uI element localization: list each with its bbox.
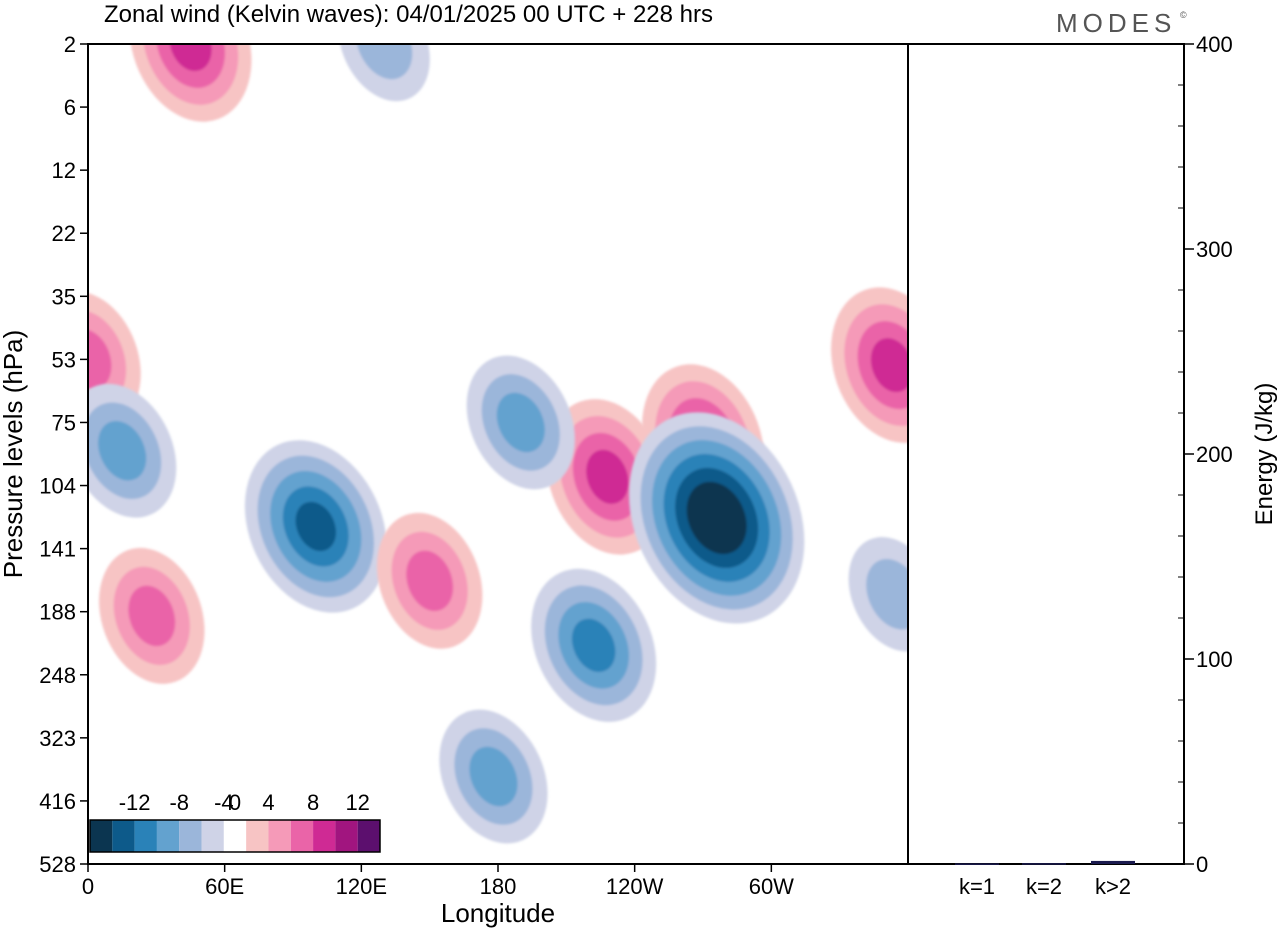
longitude-axis: 0 60E 120E 180 120W 60W: [82, 864, 794, 899]
energy-panel: 0 100 200 300 400 k=1 k=2 k>2 Energy (J/kg): [907, 32, 1278, 899]
colorbar-frame: [89, 819, 381, 853]
pressure-tick-label: 141: [39, 537, 76, 562]
colorbar-swatch: [357, 820, 380, 852]
longitude-tick-label: 0: [82, 874, 94, 899]
colorbar-label: 12: [345, 790, 369, 815]
colorbar-swatch: [179, 820, 202, 852]
energy-bar: [1091, 860, 1135, 864]
wind-contour: [406, 550, 454, 612]
colorbar-label: 8: [307, 790, 319, 815]
wind-contour: [571, 618, 616, 672]
pressure-axis: 2 6 12 22 35 53 75 104 141 188 248 323 416 528: [39, 32, 88, 877]
pressure-tick-label: 323: [39, 726, 76, 751]
colorbar-swatch: [90, 820, 113, 852]
wind-anomaly: [244, 440, 387, 613]
pressure-tick-label: 22: [52, 221, 76, 246]
energy-bar: [955, 863, 999, 865]
pressure-tick-label: 2: [64, 32, 76, 57]
energy-tick-label: 400: [1196, 32, 1233, 57]
colorbar-swatch: [246, 820, 269, 852]
energy-tick-label: 300: [1196, 237, 1233, 262]
colorbar-swatch: [134, 820, 157, 852]
wind-contour: [469, 746, 518, 807]
energy-tick-label: 200: [1196, 442, 1233, 467]
wind-contour: [496, 392, 545, 453]
wind-field: [88, 44, 908, 844]
wind-contour: [156, 44, 225, 88]
colorbar-label: 0: [229, 790, 241, 815]
pressure-tick-label: 35: [52, 284, 76, 309]
wind-contour: [698, 495, 736, 541]
chart-title: Zonal wind (Kelvin waves): 04/01/2025 00…: [104, 1, 713, 28]
wind-contour: [88, 329, 112, 390]
energy-category-label: k=2: [1026, 874, 1062, 899]
energy-bars: [955, 860, 1135, 865]
wind-anomaly: [831, 287, 908, 443]
energy-categories: k=1 k=2 k>2: [959, 874, 1131, 899]
colorbar-swatch: [290, 820, 314, 852]
x-axis-label: Longitude: [441, 898, 555, 928]
pressure-tick-label: 75: [52, 410, 76, 435]
modes-logo-mark: ©: [1180, 10, 1187, 20]
wind-anomaly: [466, 355, 575, 490]
heatmap-panel: 2 6 12 22 35 53 75 104 141 188 248 323 416 528 0 60E 12…: [0, 32, 909, 928]
pressure-tick-label: 528: [39, 852, 76, 877]
energy-category-label: k=1: [959, 874, 995, 899]
longitude-tick-label: 120E: [336, 874, 387, 899]
wind-contour: [98, 421, 147, 481]
colorbar: -12 -8 -40 4 8 12: [89, 790, 381, 853]
energy-tick-label: 0: [1196, 852, 1208, 877]
colorbar-label: -8: [169, 790, 189, 815]
longitude-tick-label: 60E: [205, 874, 244, 899]
wind-anomaly: [848, 537, 908, 652]
energy-tick-label: 100: [1196, 647, 1233, 672]
y-axis-label: Pressure levels (hPa): [0, 330, 28, 579]
colorbar-swatch: [156, 820, 180, 852]
pressure-tick-label: 188: [39, 600, 76, 625]
colorbar-label: 4: [262, 790, 274, 815]
wind-anomaly: [99, 547, 205, 684]
energy-frame: [907, 43, 1185, 865]
colorbar-swatch: [335, 820, 358, 852]
modes-logo: MODES ©: [1056, 8, 1187, 38]
colorbar-label: -12: [119, 790, 151, 815]
colorbar-swatch: [112, 820, 135, 852]
pressure-tick-label: 6: [64, 95, 76, 120]
wind-anomaly: [376, 512, 483, 649]
pressure-tick-label: 12: [52, 158, 76, 183]
wind-contour: [128, 585, 176, 647]
wind-anomaly: [439, 709, 548, 844]
longitude-tick-label: 120W: [606, 874, 664, 899]
energy-axis-label: Energy (J/kg): [1251, 383, 1278, 526]
pressure-tick-label: 248: [39, 663, 76, 688]
colorbar-swatch: [201, 820, 224, 852]
longitude-tick-label: 180: [480, 874, 517, 899]
energy-axis: 0 100 200 300 400: [1178, 32, 1233, 877]
wind-contour: [870, 338, 908, 393]
wind-anomaly: [88, 383, 177, 518]
colorbar-swatch: [313, 820, 336, 852]
wind-anomaly: [531, 568, 657, 722]
wind-anomaly: [629, 412, 805, 624]
pressure-tick-label: 416: [39, 789, 76, 814]
wind-contour: [295, 501, 337, 552]
longitude-tick-label: 60W: [749, 874, 794, 899]
energy-bar: [1022, 863, 1066, 865]
pressure-tick-label: 53: [52, 347, 76, 372]
colorbar-label: -4: [214, 790, 234, 815]
wind-contour: [866, 559, 908, 630]
colorbar-swatch: [268, 820, 291, 852]
modes-logo-text: MODES: [1056, 8, 1176, 38]
pressure-tick-label: 104: [39, 474, 76, 499]
wind-contour: [586, 449, 629, 504]
energy-category-label: k>2: [1095, 874, 1131, 899]
colorbar-swatch: [223, 820, 247, 852]
